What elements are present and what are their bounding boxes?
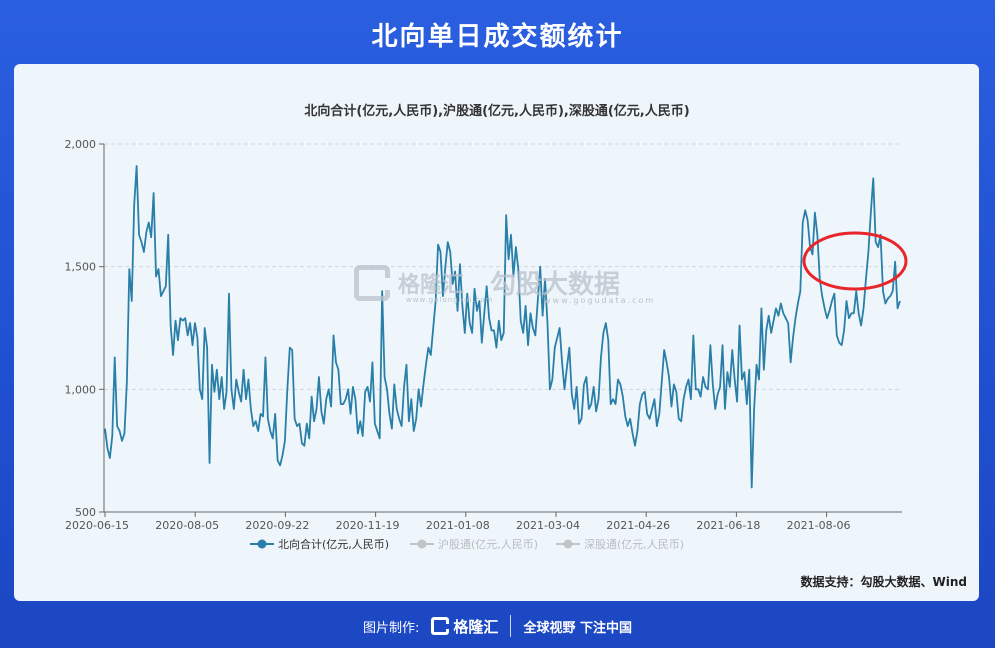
chart-card: 北向合计(亿元,人民币),沪股通(亿元,人民币),深股通(亿元,人民币) 500… xyxy=(14,64,979,601)
x-tick-label: 2021-04-26 xyxy=(606,519,670,532)
y-tick-label: 500 xyxy=(75,506,96,519)
footer-slogan: 全球视野 下注中国 xyxy=(523,620,632,636)
footer-divider xyxy=(510,615,512,637)
y-tick-label: 1,000 xyxy=(65,383,97,396)
series-lines xyxy=(104,165,901,489)
axes: 500 1,000 1,500 2,000 2020-06-15 2020-08-05 20… xyxy=(65,138,902,532)
footer-brand: 格隆汇 xyxy=(453,617,499,636)
y-tick-label: 1,500 xyxy=(65,261,97,274)
page-title: 北向单日成交额统计 xyxy=(371,22,624,52)
highlight-ellipse xyxy=(802,231,908,291)
legend-marker xyxy=(257,539,267,549)
x-tick-label: 2021-08-06 xyxy=(787,519,851,532)
legend-marker xyxy=(563,539,573,549)
x-tick-label: 2020-06-15 xyxy=(65,519,129,532)
grid-lines xyxy=(104,143,902,390)
legend-label: 沪股通(亿元,人民币) xyxy=(438,537,538,551)
data-source: 数据支持：勾股大数据、Wind xyxy=(800,575,967,589)
x-tick-label: 2020-09-22 xyxy=(245,519,309,532)
footer: 图片制作: 格隆汇 全球视野 下注中国 xyxy=(0,608,995,644)
legend-label: 北向合计(亿元,人民币) xyxy=(278,537,389,551)
x-tick-label: 2020-11-19 xyxy=(336,519,400,532)
chart-area: 北向合计(亿元,人民币),沪股通(亿元,人民币),深股通(亿元,人民币) 500… xyxy=(65,103,908,551)
watermark: 格隆汇 勾股大数据 xyxy=(354,264,620,301)
x-tick-label: 2021-01-08 xyxy=(426,519,490,532)
legend-item[interactable]: 北向合计(亿元,人民币) xyxy=(250,537,389,551)
gelonghui-logo-icon xyxy=(431,617,450,635)
legend[interactable]: 北向合计(亿元,人民币) 沪股通(亿元,人民币) 深股通(亿元,人民币) xyxy=(250,537,684,551)
chart-title: 北向合计(亿元,人民币),沪股通(亿元,人民币),深股通(亿元,人民币) xyxy=(304,103,689,119)
x-tick-label: 2021-06-18 xyxy=(696,519,760,532)
legend-item[interactable]: 深股通(亿元,人民币) xyxy=(556,538,684,551)
watermark-brand-2: 勾股大数据 xyxy=(490,270,621,300)
series-line-northbound-total xyxy=(104,165,901,489)
x-tick-label: 2020-08-05 xyxy=(155,519,219,532)
y-tick-label: 2,000 xyxy=(65,138,97,151)
gelonghui-watermark-logo-icon xyxy=(354,264,390,301)
legend-marker xyxy=(417,539,427,549)
footer-made-by: 图片制作: xyxy=(363,620,420,636)
legend-item[interactable]: 沪股通(亿元,人民币) xyxy=(410,537,538,551)
watermark-url-2: www.gogudata.com xyxy=(544,296,656,305)
legend-label: 深股通(亿元,人民币) xyxy=(584,538,684,551)
watermark-brand-1: 格隆汇 xyxy=(398,272,465,298)
watermark-url-1: www.gelonghui.com xyxy=(406,296,494,304)
x-tick-label: 2021-03-04 xyxy=(516,519,580,532)
